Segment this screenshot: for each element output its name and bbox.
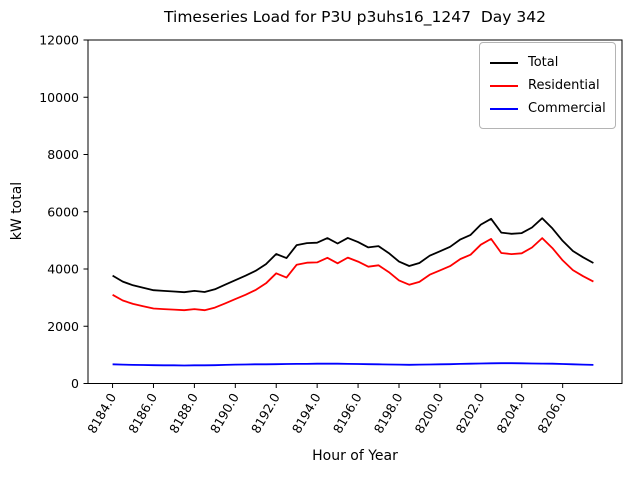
x-axis-label: Hour of Year [312, 448, 398, 464]
svg-text:8000: 8000 [47, 147, 79, 162]
legend-item-residential: Residential [490, 74, 605, 97]
legend-line-swatch-residential [490, 84, 518, 87]
svg-text:8194.0: 8194.0 [289, 390, 324, 435]
svg-text:2000: 2000 [47, 319, 79, 334]
svg-text:4000: 4000 [47, 262, 79, 277]
svg-text:8198.0: 8198.0 [371, 390, 406, 435]
legend-line-swatch-commercial [490, 107, 518, 110]
legend-item-commercial: Commercial [490, 97, 606, 120]
svg-text:8206.0: 8206.0 [534, 390, 569, 435]
legend: Total Residential Commercial [479, 42, 616, 129]
svg-text:8190.0: 8190.0 [207, 390, 242, 435]
legend-label-commercial: Commercial [528, 101, 606, 116]
chart-title: Timeseries Load for P3U p3uhs16_1247 Day… [164, 8, 546, 26]
svg-text:8192.0: 8192.0 [248, 390, 283, 435]
svg-text:8188.0: 8188.0 [166, 390, 201, 435]
legend-label-total: Total [528, 55, 559, 70]
svg-text:12000: 12000 [39, 33, 79, 48]
svg-text:8200.0: 8200.0 [412, 390, 447, 435]
svg-text:8204.0: 8204.0 [493, 390, 528, 435]
svg-text:10000: 10000 [39, 90, 79, 105]
legend-item-total: Total [490, 51, 605, 74]
svg-text:8196.0: 8196.0 [330, 390, 365, 435]
legend-label-residential: Residential [528, 78, 600, 93]
legend-line-swatch-total [490, 61, 518, 64]
y-axis-label: kW total [9, 181, 25, 241]
svg-text:8186.0: 8186.0 [125, 390, 160, 435]
svg-text:8184.0: 8184.0 [84, 390, 119, 435]
svg-text:6000: 6000 [47, 204, 79, 219]
svg-text:8202.0: 8202.0 [453, 390, 488, 435]
svg-text:0: 0 [71, 376, 79, 391]
